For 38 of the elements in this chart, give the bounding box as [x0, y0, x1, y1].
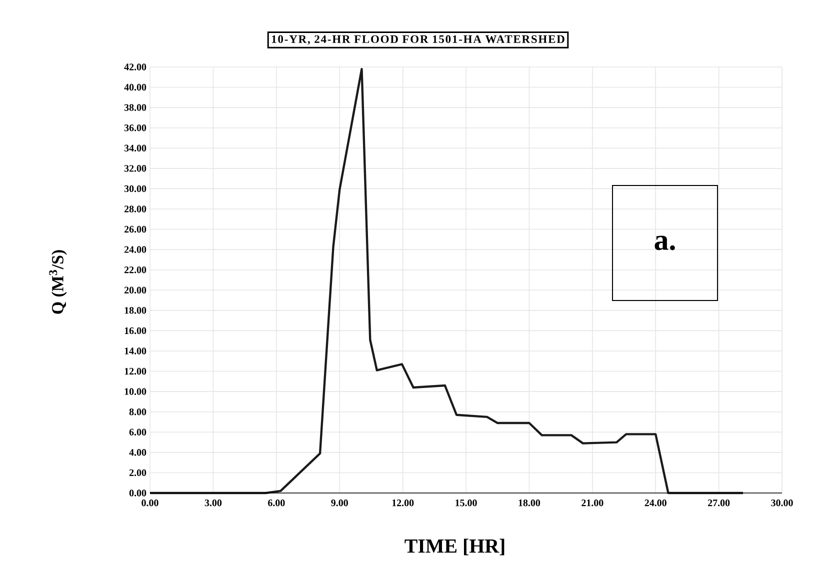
y-tick-label: 36.00 — [124, 124, 146, 132]
line-series — [148, 68, 744, 494]
x-tick-label: 6.00 — [268, 500, 285, 506]
x-tick-label: 18.00 — [518, 500, 540, 506]
y-tick-label: 10.00 — [124, 388, 146, 395]
y-tick-label: 8.00 — [129, 408, 146, 416]
y-tick-label: 2.00 — [129, 469, 146, 476]
x-tick-label: 24.00 — [644, 500, 666, 506]
y-tick-label: 14.00 — [124, 348, 146, 354]
y-tick-label: 6.00 — [129, 428, 146, 436]
x-tick-label: 15.00 — [456, 500, 477, 506]
x-tick-label: 12.00 — [392, 500, 414, 506]
y-tick-label: 40.00 — [124, 84, 146, 91]
y-tick-label: 0.00 — [129, 490, 146, 496]
y-tick-label: 26.00 — [124, 226, 146, 233]
y-tick-label: 34.00 — [124, 144, 146, 152]
annotation: a. — [654, 236, 675, 250]
y-tick-label: 42.00 — [124, 64, 146, 70]
y-tick-label: 20.00 — [124, 286, 146, 294]
y-tick-label: 38.00 — [124, 104, 146, 111]
y-tick-label: 22.00 — [124, 266, 146, 274]
y-tick-label: 24.00 — [124, 246, 146, 253]
y-tick-label: 30.00 — [124, 185, 146, 192]
y-tick-label: 16.00 — [124, 327, 146, 334]
y-tick-label: 4.00 — [129, 449, 146, 456]
y-tick-label: 28.00 — [124, 206, 146, 212]
x-tick-label: 21.00 — [582, 500, 604, 506]
x-axis-title: TIME [HR] — [404, 538, 504, 556]
x-tick-label: 0.00 — [142, 500, 158, 506]
y-tick-label: 12.00 — [124, 368, 146, 375]
x-tick-label: 30.00 — [771, 500, 793, 506]
x-tick-label: 27.00 — [708, 500, 730, 506]
y-tick-label: 32.00 — [124, 165, 146, 172]
y-axis-title: Q (M$^{3}$/S) — [49, 250, 67, 314]
x-tick-label: 3.00 — [204, 500, 222, 506]
y-tick-label: 18.00 — [124, 307, 146, 314]
chart-title: 10-YR, 24-HR FLOOD FOR 1501-HA WATERSHED — [272, 35, 564, 45]
x-tick-label: 9.00 — [331, 500, 348, 506]
